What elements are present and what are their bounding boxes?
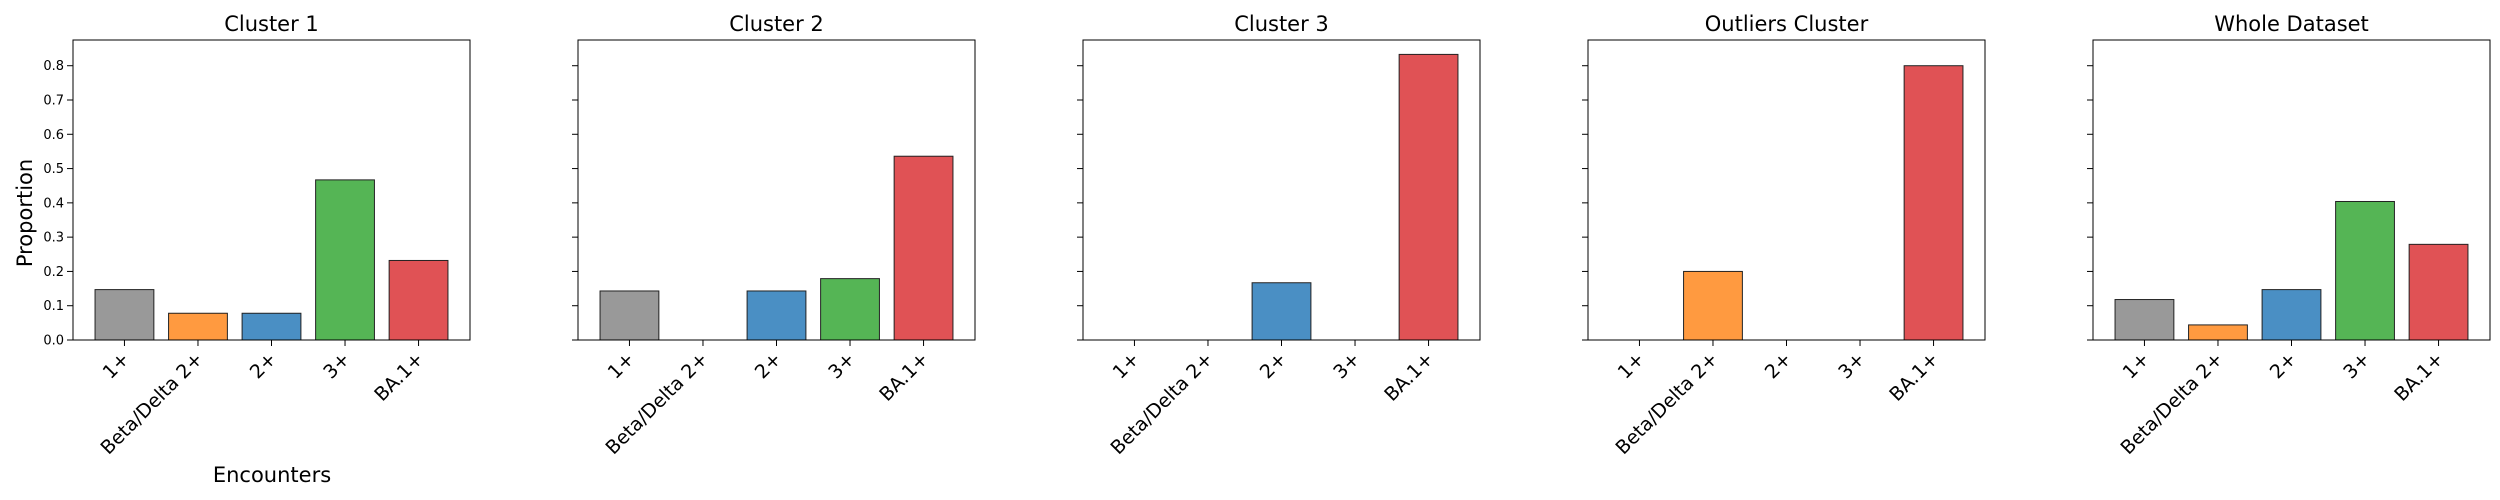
bar-1 [2114, 299, 2175, 341]
x-tick-label: 2+ [751, 348, 786, 383]
y-axis-label: Proportion [13, 159, 37, 267]
panel-title: Cluster 1 [224, 12, 319, 36]
bar-beta-delta-2 [2188, 324, 2248, 341]
x-tick-label: 2+ [246, 348, 281, 383]
panel-title: Whole Dataset [2214, 12, 2369, 36]
panel-title: Cluster 2 [729, 12, 824, 36]
x-tick-label: 3+ [1834, 348, 1869, 383]
axes-frame [2092, 39, 2491, 341]
x-tick-label: BA.1+ [1380, 348, 1438, 406]
bar-3 [820, 278, 880, 341]
bar-2 [241, 312, 302, 341]
bar-ba-1 [1903, 65, 1964, 341]
axes-frame [1587, 39, 1986, 341]
chart-panel-1: Cluster 11+Beta/Delta 2+ 2+ 3+ BA.1+0.00.10… [43, 12, 471, 459]
bar-beta-delta-2 [1683, 270, 1743, 341]
bar-3 [315, 179, 375, 341]
y-tick-label: 0.7 [43, 94, 64, 109]
bar-1 [599, 290, 660, 341]
panel-title: Cluster 3 [1234, 12, 1329, 36]
x-tick-label: BA.1+ [1885, 348, 1943, 406]
y-tick-label: 0.2 [43, 265, 64, 280]
x-tick-label: BA.1+ [875, 348, 933, 406]
bar-2 [746, 290, 807, 341]
x-tick-label: BA.1+ [2390, 348, 2448, 406]
x-tick-label: 3+ [1329, 348, 1364, 383]
bar-ba-1 [893, 155, 954, 341]
x-tick-label: 1+ [2119, 348, 2154, 383]
axes-frame [1082, 39, 1481, 341]
bar-ba-1 [1398, 53, 1459, 341]
bar-beta-delta-2 [168, 312, 228, 341]
x-tick-label: 1+ [1109, 348, 1144, 383]
bar-2 [2261, 289, 2322, 341]
bar-3 [2335, 200, 2395, 341]
axes-frame [72, 39, 471, 341]
x-axis-label: Encounters [213, 463, 331, 487]
bar-2 [1251, 282, 1312, 341]
chart-panel-2: Cluster 21+Beta/Delta 2+ 2+ 3+ BA.1+ [572, 12, 976, 459]
bar-ba-1 [388, 259, 449, 341]
x-tick-label: 1+ [604, 348, 639, 383]
y-tick-label: 0.1 [43, 299, 64, 314]
y-tick-label: 0.5 [43, 162, 64, 177]
chart-panel-3: Cluster 31+Beta/Delta 2+ 2+ 3+ BA.1+ [1077, 12, 1481, 459]
bar-1 [94, 289, 155, 341]
bar-ba-1 [2408, 243, 2469, 341]
x-tick-label: 1+ [1614, 348, 1649, 383]
panel-title: Outliers Cluster [1705, 12, 1869, 36]
y-tick-label: 0.6 [43, 128, 64, 143]
y-tick-label: 0.3 [43, 231, 64, 246]
x-tick-label: BA.1+ [370, 348, 428, 406]
y-tick-label: 0.4 [43, 196, 64, 211]
y-tick-label: 0.8 [43, 59, 64, 74]
axes-frame [577, 39, 976, 341]
x-tick-label: 2+ [2266, 348, 2301, 383]
x-tick-label: 1+ [99, 348, 134, 383]
x-tick-label: 3+ [2339, 348, 2374, 383]
x-tick-label: 3+ [824, 348, 859, 383]
y-tick-label: 0.0 [43, 334, 64, 349]
x-tick-label: 2+ [1761, 348, 1796, 383]
x-tick-label: 2+ [1256, 348, 1291, 383]
x-tick-label: 3+ [319, 348, 354, 383]
